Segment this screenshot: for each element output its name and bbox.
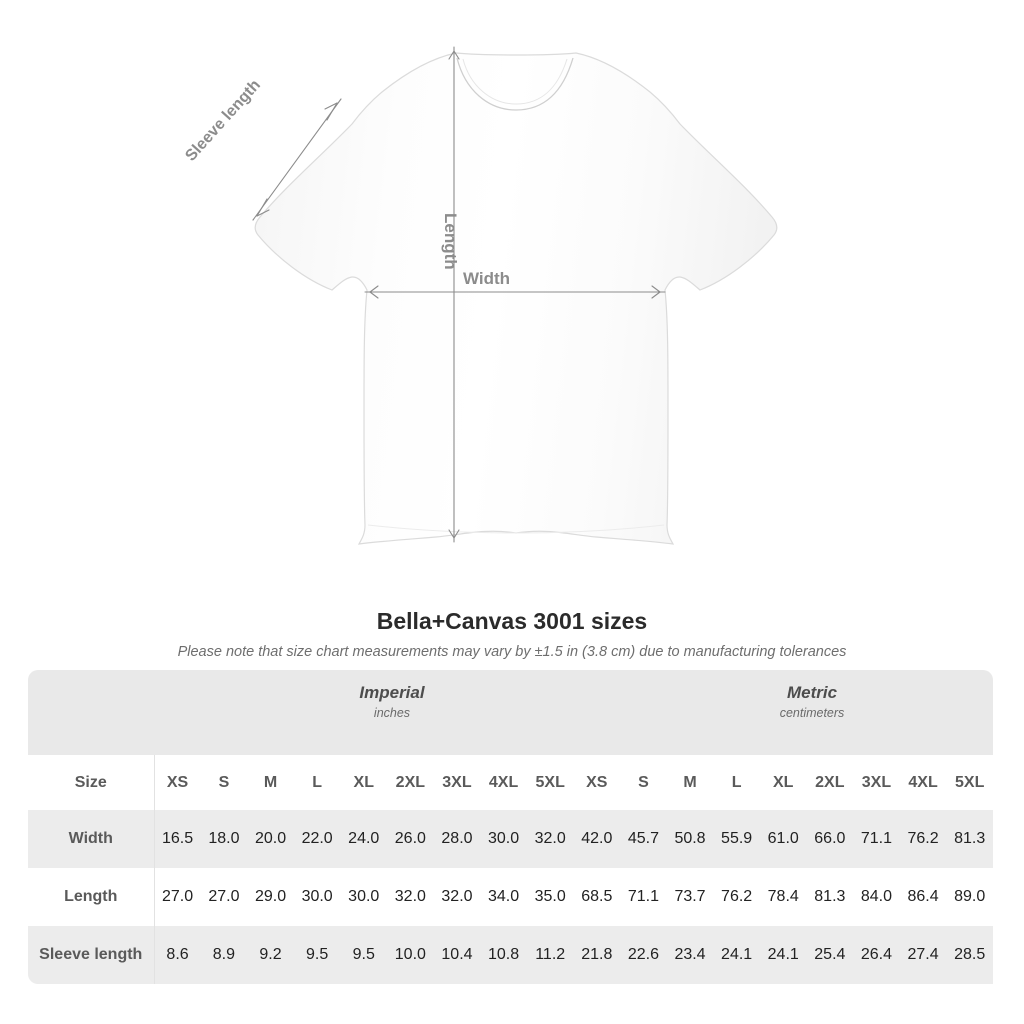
svg-text:Length: Length bbox=[441, 213, 460, 270]
svg-text:Width: Width bbox=[463, 269, 510, 288]
svg-text:Sleeve length: Sleeve length bbox=[182, 77, 264, 165]
